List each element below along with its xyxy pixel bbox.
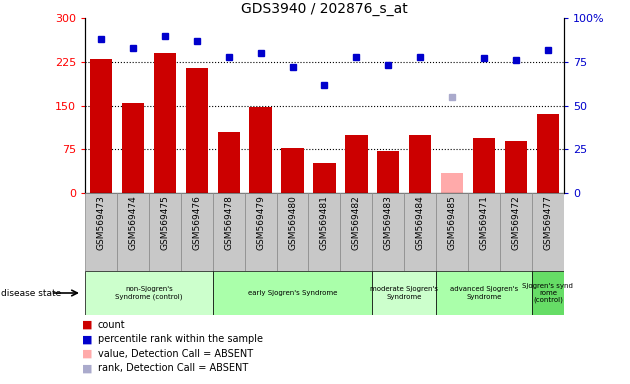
Text: GSM569484: GSM569484	[416, 195, 425, 250]
Bar	[277, 193, 309, 271]
Bar	[441, 172, 463, 193]
Bar	[244, 193, 277, 271]
Text: Sjogren's synd
rome
(control): Sjogren's synd rome (control)	[522, 283, 573, 303]
Bar	[532, 271, 564, 315]
Text: GSM569477: GSM569477	[544, 195, 553, 250]
Text: ■: ■	[82, 334, 93, 344]
Bar	[90, 59, 112, 193]
Bar	[282, 147, 304, 193]
Bar	[154, 53, 176, 193]
Bar	[409, 135, 432, 193]
Bar	[340, 193, 372, 271]
Bar	[436, 271, 532, 315]
Bar	[309, 193, 340, 271]
Bar	[117, 193, 149, 271]
Title: GDS3940 / 202876_s_at: GDS3940 / 202876_s_at	[241, 2, 408, 16]
Bar	[149, 193, 181, 271]
Text: GSM569476: GSM569476	[192, 195, 201, 250]
Text: GSM569474: GSM569474	[129, 195, 137, 250]
Text: GSM569481: GSM569481	[320, 195, 329, 250]
Text: non-Sjogren's
Syndrome (control): non-Sjogren's Syndrome (control)	[115, 286, 183, 300]
Text: GSM569480: GSM569480	[288, 195, 297, 250]
Text: ■: ■	[82, 349, 93, 359]
Text: value, Detection Call = ABSENT: value, Detection Call = ABSENT	[98, 349, 253, 359]
Bar	[213, 271, 372, 315]
Bar	[468, 193, 500, 271]
Text: count: count	[98, 319, 125, 329]
Bar	[404, 193, 436, 271]
Bar	[249, 107, 272, 193]
Text: early Sjogren's Syndrome: early Sjogren's Syndrome	[248, 290, 337, 296]
Bar	[372, 193, 404, 271]
Text: GSM569471: GSM569471	[479, 195, 488, 250]
Text: GSM569473: GSM569473	[96, 195, 105, 250]
Text: GSM569472: GSM569472	[512, 195, 520, 250]
Bar	[213, 193, 244, 271]
Text: ■: ■	[82, 363, 93, 373]
Text: GSM569485: GSM569485	[448, 195, 457, 250]
Text: GSM569475: GSM569475	[161, 195, 169, 250]
Text: GSM569478: GSM569478	[224, 195, 233, 250]
Bar	[436, 193, 468, 271]
Text: GSM569479: GSM569479	[256, 195, 265, 250]
Text: advanced Sjogren's
Syndrome: advanced Sjogren's Syndrome	[450, 286, 518, 300]
Bar	[122, 103, 144, 193]
Bar	[377, 151, 399, 193]
Text: GSM569482: GSM569482	[352, 195, 361, 250]
Bar	[532, 193, 564, 271]
Bar	[313, 163, 336, 193]
Bar	[85, 271, 213, 315]
Bar	[186, 68, 208, 193]
Bar	[217, 132, 240, 193]
Bar	[345, 135, 367, 193]
Bar	[181, 193, 213, 271]
Bar	[473, 137, 495, 193]
Text: rank, Detection Call = ABSENT: rank, Detection Call = ABSENT	[98, 363, 248, 373]
Bar	[500, 193, 532, 271]
Text: GSM569483: GSM569483	[384, 195, 392, 250]
Bar	[85, 193, 117, 271]
Bar	[505, 141, 527, 193]
Bar	[537, 114, 559, 193]
Text: ■: ■	[82, 319, 93, 329]
Text: disease state: disease state	[1, 288, 61, 298]
Text: moderate Sjogren's
Syndrome: moderate Sjogren's Syndrome	[370, 286, 438, 300]
Text: percentile rank within the sample: percentile rank within the sample	[98, 334, 263, 344]
Bar	[372, 271, 436, 315]
